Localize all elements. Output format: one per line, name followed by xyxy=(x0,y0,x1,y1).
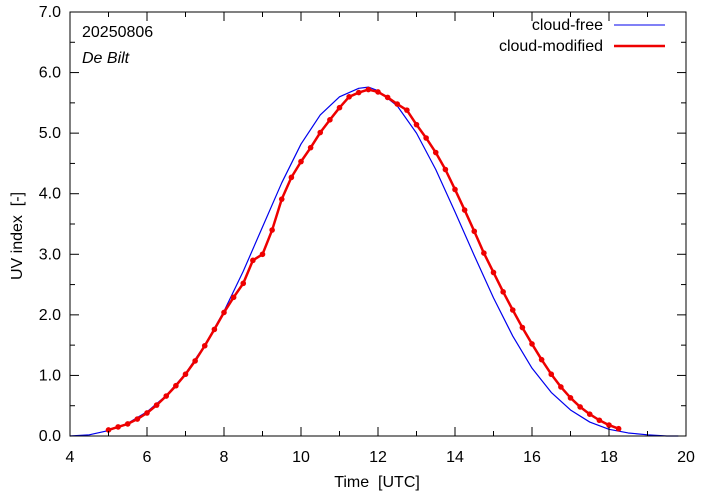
x-tick-label: 16 xyxy=(523,449,541,466)
legend-label-cloud-free: cloud-free xyxy=(532,17,603,34)
data-point-cloud-modified xyxy=(192,358,198,364)
data-point-cloud-modified xyxy=(432,149,439,156)
data-point-cloud-modified xyxy=(298,158,304,165)
data-point-cloud-modified xyxy=(606,422,612,428)
x-axis-label: Time [UTC] xyxy=(334,474,420,491)
y-tick-label: 2.0 xyxy=(39,307,61,324)
data-point-cloud-modified xyxy=(288,174,295,181)
data-point-cloud-modified xyxy=(365,86,372,93)
data-point-cloud-modified xyxy=(615,425,622,432)
data-point-cloud-modified xyxy=(163,393,170,399)
data-point-cloud-modified xyxy=(278,196,285,202)
data-point-cloud-modified xyxy=(442,166,449,173)
data-point-cloud-modified xyxy=(423,135,429,141)
y-axis-label: UV index [-] xyxy=(9,192,26,280)
data-point-cloud-modified xyxy=(471,228,478,235)
y-tick-label: 7.0 xyxy=(39,4,61,21)
y-tick-label: 6.0 xyxy=(39,65,61,82)
data-point-cloud-modified xyxy=(558,384,564,390)
data-point-cloud-modified xyxy=(221,309,227,316)
data-point-cloud-modified xyxy=(384,94,391,101)
x-tick-label: 4 xyxy=(66,449,75,466)
data-point-cloud-modified xyxy=(596,417,603,424)
data-point-cloud-modified xyxy=(586,411,593,417)
data-point-cloud-modified xyxy=(124,421,131,427)
data-point-cloud-modified xyxy=(577,404,583,410)
data-point-cloud-modified xyxy=(394,101,401,107)
y-tick-label: 0.0 xyxy=(39,428,61,445)
data-point-cloud-modified xyxy=(307,144,314,151)
data-point-cloud-modified xyxy=(481,250,487,256)
data-point-cloud-modified xyxy=(490,269,497,276)
data-point-cloud-modified xyxy=(327,117,333,123)
x-tick-label: 12 xyxy=(369,449,387,466)
data-point-cloud-modified xyxy=(461,207,468,213)
data-point-cloud-modified xyxy=(201,342,208,349)
data-point-cloud-modified xyxy=(115,424,121,430)
data-point-cloud-modified xyxy=(105,427,112,433)
data-point-cloud-modified xyxy=(519,324,526,331)
data-point-cloud-modified xyxy=(134,416,141,422)
data-point-cloud-modified xyxy=(259,251,266,258)
x-tick-label: 20 xyxy=(677,449,695,466)
x-tick-label: 10 xyxy=(292,449,310,466)
y-tick-label: 5.0 xyxy=(39,125,61,142)
x-tick-label: 18 xyxy=(600,449,618,466)
legend: cloud-free cloud-modified xyxy=(499,17,665,55)
data-point-cloud-modified xyxy=(144,410,150,416)
annotation-location: De Bilt xyxy=(82,50,130,67)
data-point-cloud-modified xyxy=(182,371,189,378)
data-point-cloud-modified xyxy=(538,356,545,363)
data-point-cloud-modified xyxy=(500,289,506,295)
x-tick-label: 6 xyxy=(143,449,152,466)
data-point-cloud-modified xyxy=(346,94,352,100)
data-point-cloud-modified xyxy=(153,402,160,408)
y-tick-label: 3.0 xyxy=(39,246,61,263)
data-point-cloud-modified xyxy=(250,257,256,264)
data-point-cloud-modified xyxy=(452,186,458,193)
data-point-cloud-modified xyxy=(413,121,420,128)
data-point-cloud-modified xyxy=(230,294,237,301)
annotation-date: 20250806 xyxy=(82,24,153,41)
data-point-cloud-modified xyxy=(211,326,218,333)
data-point-cloud-modified xyxy=(336,104,343,111)
data-point-cloud-modified xyxy=(355,89,362,96)
data-point-cloud-modified xyxy=(240,280,247,287)
data-point-cloud-modified xyxy=(529,341,535,347)
data-point-cloud-modified xyxy=(173,382,179,389)
data-point-cloud-modified xyxy=(509,307,516,313)
x-tick-label: 14 xyxy=(446,449,464,466)
axis-ticks: 0.0 1.0 2.0 3.0 4.0 5.0 6.0 7.0 4 6 8 10 12 14 16 18 20 xyxy=(39,4,695,466)
data-point-cloud-modified xyxy=(269,227,275,233)
data-point-cloud-modified xyxy=(567,395,574,401)
x-tick-label: 8 xyxy=(220,449,229,466)
data-point-cloud-modified xyxy=(404,107,410,113)
plot-area xyxy=(69,86,679,437)
data-point-cloud-modified xyxy=(317,129,324,136)
y-tick-label: 1.0 xyxy=(39,367,61,384)
legend-label-cloud-modified: cloud-modified xyxy=(499,38,603,55)
y-tick-label: 4.0 xyxy=(39,186,61,203)
data-point-cloud-modified xyxy=(548,371,555,378)
data-point-cloud-modified xyxy=(375,89,381,95)
